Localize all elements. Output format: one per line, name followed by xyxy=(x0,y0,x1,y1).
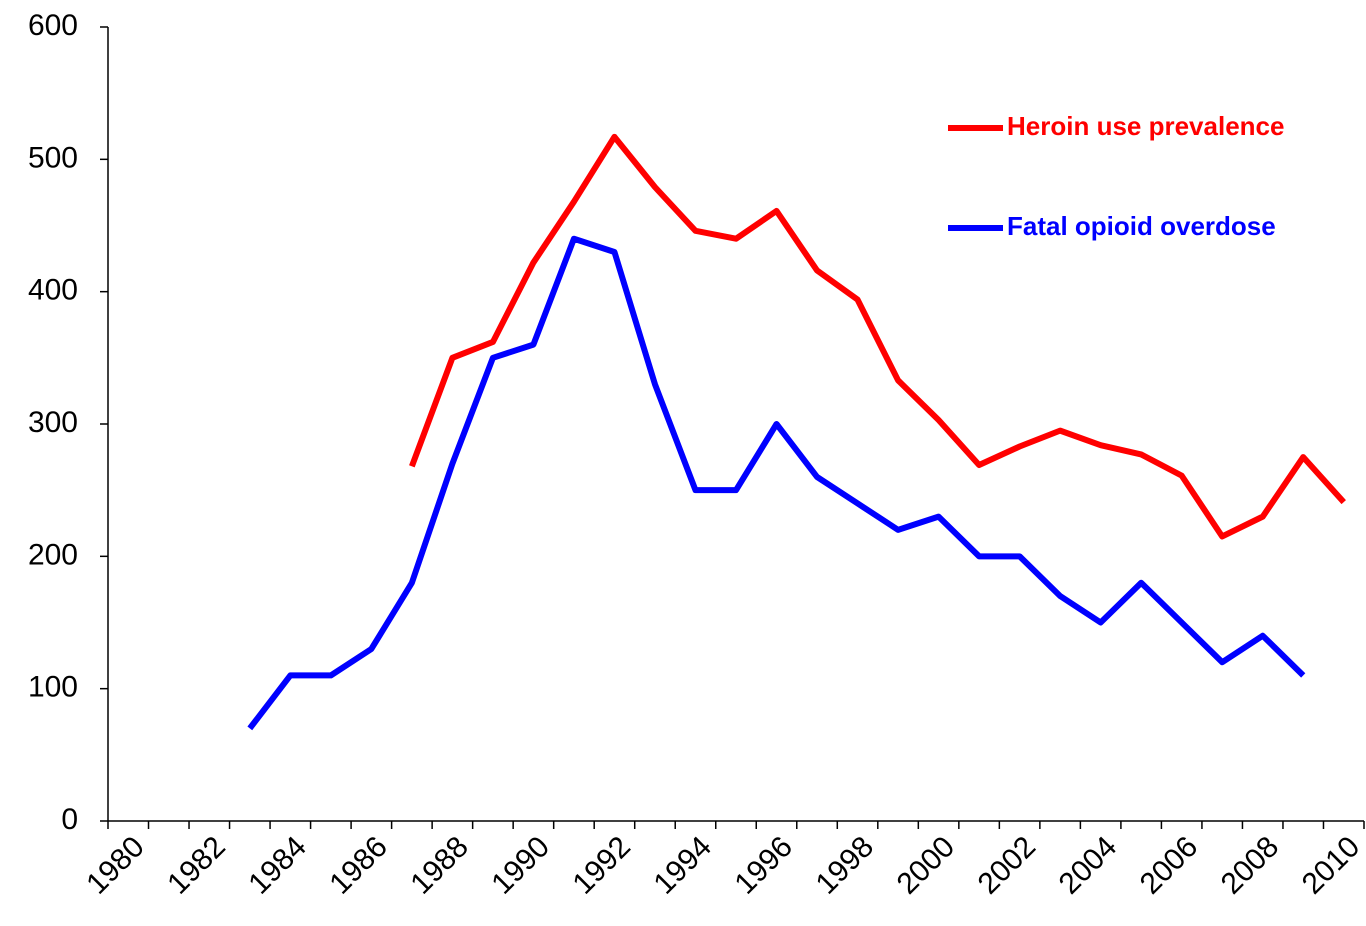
x-tick-label: 1982 xyxy=(161,830,232,901)
y-tick-label: 200 xyxy=(28,538,78,571)
x-tick-label: 1994 xyxy=(648,830,719,901)
y-tick-label: 0 xyxy=(61,803,78,836)
legend-label: Heroin use prevalence xyxy=(1007,111,1284,141)
x-tick-label: 1988 xyxy=(404,830,475,901)
x-tick-label: 2010 xyxy=(1296,830,1366,901)
series-line xyxy=(247,235,1306,731)
y-tick-label: 300 xyxy=(28,406,78,439)
x-tick-label: 1996 xyxy=(729,830,800,901)
x-tick-label: 1998 xyxy=(810,830,881,901)
y-tick-label: 400 xyxy=(28,274,78,307)
x-tick-label: 2004 xyxy=(1053,830,1124,901)
x-tick-label: 2002 xyxy=(972,830,1043,901)
series-line xyxy=(409,133,1346,540)
y-tick-label: 600 xyxy=(28,9,78,42)
x-tick-label: 2000 xyxy=(891,830,962,901)
x-tick-label: 2008 xyxy=(1215,830,1286,901)
x-tick-label: 1992 xyxy=(566,830,637,901)
legend-label: Fatal opioid overdose xyxy=(1007,211,1276,241)
x-tick-label: 1990 xyxy=(485,830,556,901)
x-tick-label: 1984 xyxy=(242,830,313,901)
x-tick-label: 2006 xyxy=(1134,830,1205,901)
y-tick-label: 100 xyxy=(28,671,78,704)
x-tick-label: 1986 xyxy=(323,830,394,901)
x-tick-label: 1980 xyxy=(80,830,151,901)
y-tick-label: 500 xyxy=(28,141,78,174)
